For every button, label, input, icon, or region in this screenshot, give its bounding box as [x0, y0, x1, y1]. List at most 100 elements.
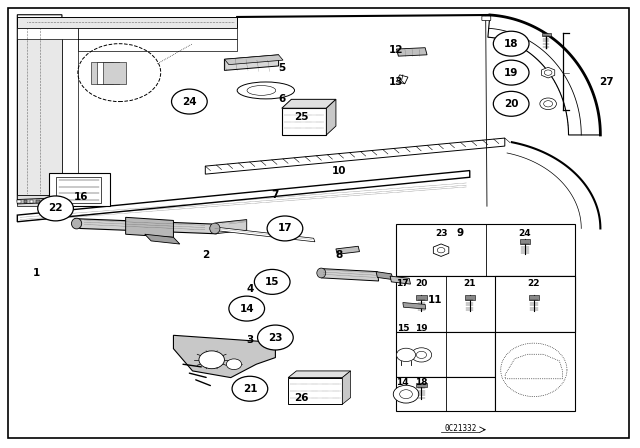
- Circle shape: [417, 351, 426, 358]
- Polygon shape: [17, 198, 49, 204]
- Text: 20: 20: [415, 280, 428, 289]
- Text: 15: 15: [265, 277, 280, 287]
- Text: 19: 19: [504, 68, 518, 78]
- Circle shape: [254, 269, 290, 294]
- FancyBboxPatch shape: [482, 16, 491, 21]
- Text: 4: 4: [246, 284, 253, 293]
- Text: 17: 17: [397, 280, 409, 289]
- Polygon shape: [396, 377, 495, 411]
- Polygon shape: [17, 195, 62, 206]
- Polygon shape: [396, 276, 575, 332]
- Circle shape: [540, 98, 556, 110]
- Text: 24: 24: [518, 229, 531, 238]
- Circle shape: [232, 376, 268, 401]
- Ellipse shape: [237, 82, 294, 99]
- Polygon shape: [17, 28, 237, 51]
- Circle shape: [257, 325, 293, 350]
- Polygon shape: [17, 199, 20, 202]
- Circle shape: [199, 351, 225, 369]
- Polygon shape: [173, 335, 275, 378]
- Text: 21: 21: [243, 384, 257, 394]
- Text: 3: 3: [246, 335, 253, 345]
- Polygon shape: [17, 28, 62, 195]
- Circle shape: [412, 348, 431, 362]
- Polygon shape: [17, 171, 470, 222]
- Text: 1: 1: [33, 268, 40, 278]
- Bar: [91, 62, 113, 84]
- Text: 22: 22: [527, 280, 540, 289]
- Text: 25: 25: [294, 112, 308, 122]
- Polygon shape: [417, 383, 426, 388]
- Text: 17: 17: [278, 224, 292, 233]
- Polygon shape: [520, 239, 530, 244]
- Polygon shape: [49, 173, 109, 206]
- Polygon shape: [24, 199, 27, 202]
- Ellipse shape: [72, 218, 82, 229]
- Circle shape: [38, 196, 74, 221]
- Circle shape: [493, 91, 529, 116]
- Polygon shape: [288, 371, 351, 378]
- Text: 5: 5: [278, 63, 285, 73]
- Circle shape: [437, 247, 445, 253]
- Text: 8: 8: [335, 250, 343, 260]
- Text: 11: 11: [428, 295, 442, 305]
- Ellipse shape: [210, 223, 220, 234]
- Circle shape: [227, 359, 242, 370]
- Circle shape: [399, 390, 412, 399]
- Bar: [103, 62, 125, 84]
- Polygon shape: [282, 99, 336, 108]
- Polygon shape: [62, 28, 78, 195]
- Text: 2: 2: [202, 250, 209, 260]
- Text: 19: 19: [415, 324, 428, 333]
- Polygon shape: [205, 138, 505, 174]
- Polygon shape: [396, 332, 495, 377]
- Circle shape: [396, 348, 415, 362]
- Polygon shape: [17, 15, 62, 202]
- Polygon shape: [376, 271, 394, 280]
- Polygon shape: [75, 219, 217, 234]
- Circle shape: [543, 101, 552, 107]
- Polygon shape: [488, 15, 600, 135]
- Polygon shape: [288, 378, 342, 404]
- Text: 14: 14: [239, 304, 254, 314]
- Polygon shape: [212, 227, 315, 242]
- Text: 12: 12: [389, 45, 404, 56]
- Ellipse shape: [317, 268, 326, 278]
- Polygon shape: [396, 75, 408, 84]
- Text: 22: 22: [48, 203, 63, 213]
- Text: 21: 21: [463, 280, 476, 289]
- Text: 23: 23: [435, 229, 447, 238]
- Polygon shape: [529, 295, 539, 300]
- Text: 23: 23: [268, 332, 283, 343]
- Text: 9: 9: [456, 228, 464, 238]
- Polygon shape: [56, 177, 101, 202]
- Polygon shape: [342, 371, 351, 404]
- Text: 13: 13: [389, 77, 404, 86]
- Polygon shape: [495, 332, 575, 411]
- Polygon shape: [225, 55, 278, 70]
- Polygon shape: [403, 302, 426, 309]
- Circle shape: [172, 89, 207, 114]
- Text: 0C21332: 0C21332: [444, 424, 476, 433]
- Polygon shape: [282, 108, 326, 135]
- Text: 15: 15: [397, 324, 409, 333]
- Circle shape: [493, 31, 529, 56]
- Text: 26: 26: [294, 392, 308, 403]
- Polygon shape: [17, 17, 237, 28]
- Polygon shape: [396, 47, 427, 56]
- Polygon shape: [17, 28, 237, 39]
- Text: 27: 27: [600, 77, 614, 86]
- Polygon shape: [336, 246, 360, 254]
- Polygon shape: [36, 199, 40, 202]
- Text: 18: 18: [504, 39, 518, 49]
- Circle shape: [229, 296, 264, 321]
- Circle shape: [544, 70, 552, 75]
- Text: 6: 6: [278, 95, 285, 104]
- Polygon shape: [326, 99, 336, 135]
- Polygon shape: [145, 234, 180, 244]
- Polygon shape: [465, 295, 475, 300]
- Polygon shape: [390, 276, 410, 284]
- Polygon shape: [495, 276, 575, 332]
- Text: 20: 20: [504, 99, 518, 109]
- Polygon shape: [225, 55, 283, 65]
